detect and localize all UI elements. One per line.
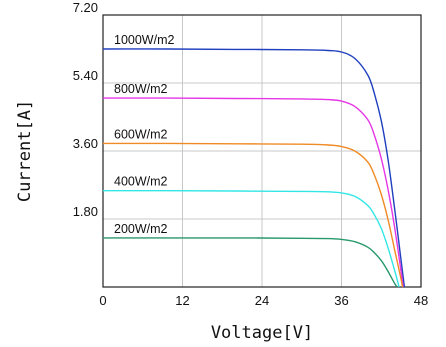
series-line: [102, 97, 404, 288]
y-tick-labels: 1.80 3.60 5.40 7.20: [73, 0, 98, 219]
x-tick-label: 0: [99, 293, 106, 308]
y-axis-label: Current[A]: [15, 100, 35, 202]
series-label: 600W/m2: [114, 127, 168, 141]
x-tick-labels: 0 12 24 36 48: [99, 293, 428, 308]
y-tick-label: 1.80: [73, 204, 98, 219]
series-line: [102, 189, 400, 288]
series-label: 1000W/m2: [114, 33, 174, 47]
series-line: [102, 48, 406, 288]
y-tick-label: 5.40: [73, 68, 98, 83]
x-tick-label: 24: [255, 293, 269, 308]
plot-area-frame: [102, 14, 422, 288]
curves: [102, 48, 406, 288]
y-tick-label: 3.60: [73, 136, 98, 151]
x-axis-label: Voltage[V]: [211, 323, 313, 343]
x-tick-label: 12: [175, 293, 189, 308]
series-line: [103, 142, 404, 288]
series-label: 800W/m2: [114, 82, 168, 96]
y-tick-label: 7.20: [73, 0, 98, 15]
grid: [103, 15, 421, 287]
series-label: 200W/m2: [114, 222, 168, 236]
x-tick-label: 48: [414, 293, 428, 308]
series-line: [102, 237, 398, 288]
series-label: 400W/m2: [114, 175, 168, 189]
series-labels: 1000W/m2 800W/m2 600W/m2 400W/m2 200W/m2: [114, 33, 174, 236]
x-tick-label: 36: [334, 293, 348, 308]
